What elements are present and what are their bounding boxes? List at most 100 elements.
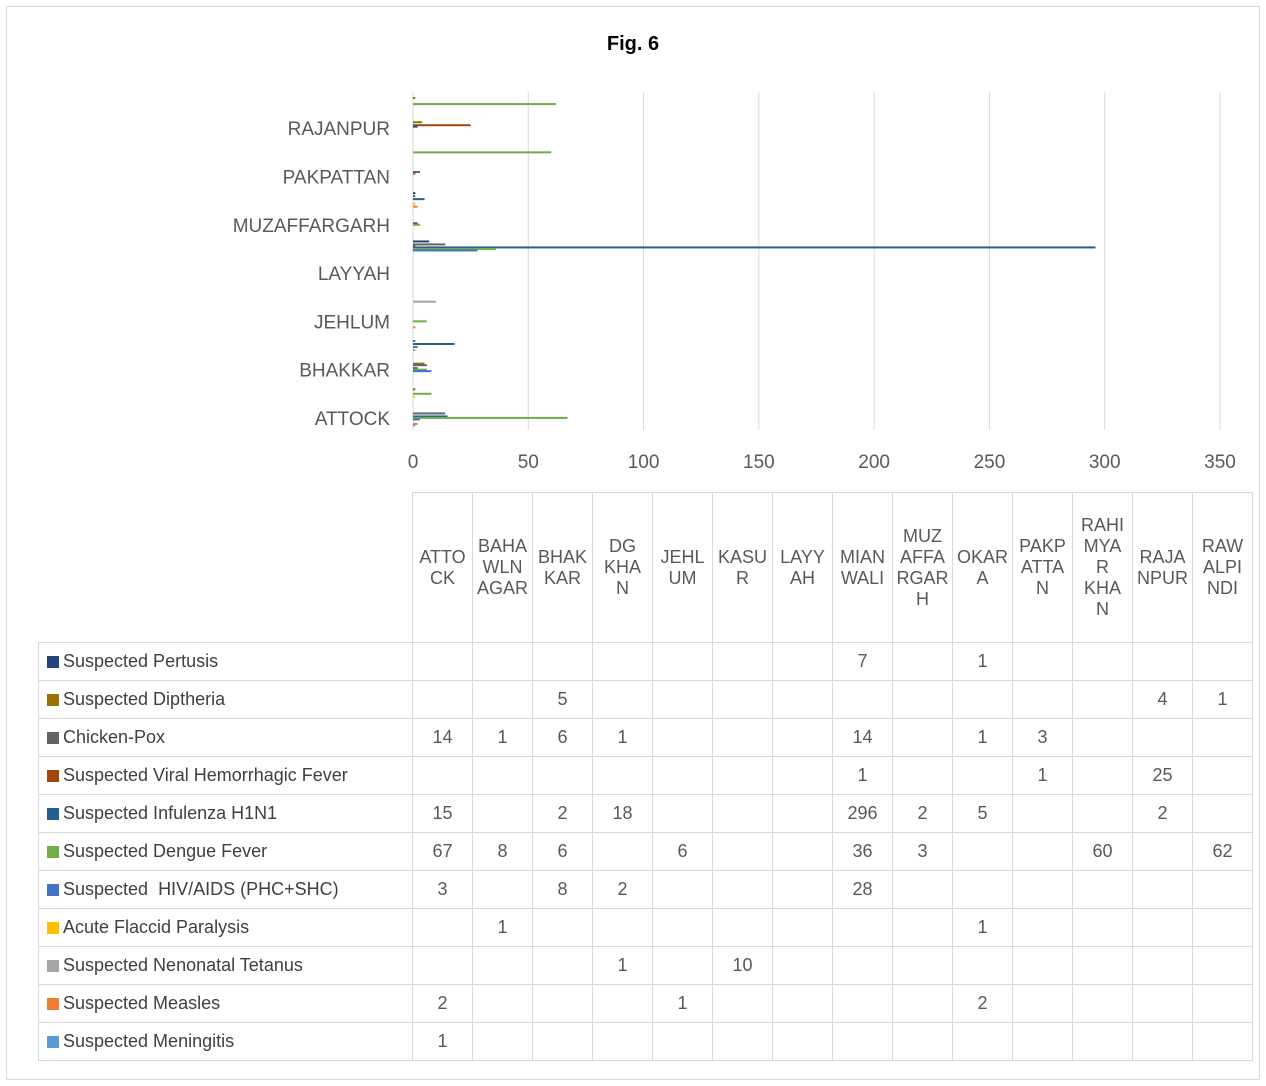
table-cell bbox=[472, 680, 533, 719]
table-cell bbox=[892, 908, 953, 947]
series-name: Suspected Infulenza H1N1 bbox=[63, 803, 278, 823]
table-cell: 10 bbox=[712, 946, 773, 985]
bar bbox=[413, 246, 1096, 249]
bar bbox=[413, 151, 552, 154]
table-cell bbox=[712, 832, 773, 871]
bar bbox=[413, 222, 418, 225]
table-row: Suspected HIV/AIDS (PHC+SHC) 3 8 2 28 bbox=[38, 870, 1253, 909]
table-cell bbox=[592, 1022, 653, 1061]
bar bbox=[413, 243, 446, 246]
table-column-header: OKAR A bbox=[952, 492, 1013, 643]
table-column-header-text: DG KHA N bbox=[603, 536, 641, 598]
table-cell bbox=[652, 756, 713, 795]
bar bbox=[413, 424, 416, 427]
table-column-header-text: MIAN WALI bbox=[840, 546, 885, 588]
legend-entry: Chicken-Pox bbox=[38, 718, 413, 757]
table-cell bbox=[652, 718, 713, 757]
legend-entry: Suspected Nenonatal Tetanus bbox=[38, 946, 413, 985]
x-tick-label: 200 bbox=[858, 452, 890, 473]
table-cell: 3 bbox=[412, 870, 473, 909]
table-cell: 15 bbox=[412, 794, 473, 833]
table-cell bbox=[952, 870, 1013, 909]
bar bbox=[413, 240, 430, 243]
bar bbox=[413, 418, 420, 421]
table-cell bbox=[592, 680, 653, 719]
table-cell bbox=[1072, 870, 1133, 909]
legend-entry: Suspected Pertusis bbox=[38, 642, 413, 681]
table-cell bbox=[1192, 1022, 1253, 1061]
bar bbox=[413, 247, 497, 250]
table-column-header: RAW ALPI NDI bbox=[1192, 492, 1253, 643]
bar bbox=[413, 202, 416, 205]
table-column-header-text: JEHL UM bbox=[660, 546, 705, 588]
table-cell bbox=[772, 680, 833, 719]
series-name: Suspected Dengue Fever bbox=[63, 841, 268, 861]
table-cell: 5 bbox=[532, 680, 593, 719]
table-cell bbox=[652, 908, 713, 947]
table-cell bbox=[592, 756, 653, 795]
table-cell bbox=[1192, 756, 1253, 795]
table-cell: 67 bbox=[412, 832, 473, 871]
table-cell: 2 bbox=[532, 794, 593, 833]
bar bbox=[413, 320, 427, 323]
table-cell bbox=[1192, 946, 1253, 985]
table-cell bbox=[1072, 680, 1133, 719]
table-cell: 6 bbox=[532, 832, 593, 871]
table-cell bbox=[1132, 1022, 1193, 1061]
table-cell bbox=[1072, 946, 1133, 985]
bar bbox=[413, 223, 420, 226]
table-cell bbox=[652, 1022, 713, 1061]
table-cell bbox=[1012, 832, 1073, 871]
legend-swatch bbox=[47, 846, 59, 858]
legend-swatch bbox=[47, 998, 59, 1010]
category-label: BHAKKAR bbox=[299, 361, 390, 382]
table-cell bbox=[772, 1022, 833, 1061]
table-cell bbox=[532, 1022, 593, 1061]
table-cell bbox=[1132, 718, 1193, 757]
table-row: Suspected Nenonatal Tetanus 1 10 bbox=[38, 946, 1253, 985]
table-column-header: RAHI MYA R KHA N bbox=[1072, 492, 1133, 643]
table-cell bbox=[1132, 946, 1193, 985]
table-cell: 3 bbox=[1012, 718, 1073, 757]
table-cell: 2 bbox=[952, 984, 1013, 1023]
bar bbox=[413, 125, 418, 128]
chart-frame bbox=[6, 6, 1260, 1080]
table-cell bbox=[652, 642, 713, 681]
table-cell bbox=[952, 1022, 1013, 1061]
legend-swatch bbox=[47, 1036, 59, 1048]
bar bbox=[413, 103, 556, 106]
table-column-header: RAJA NPUR bbox=[1132, 492, 1193, 643]
table-cell bbox=[652, 794, 713, 833]
table-cell bbox=[952, 946, 1013, 985]
bar bbox=[413, 412, 446, 415]
table-cell bbox=[592, 642, 653, 681]
table-cell bbox=[652, 870, 713, 909]
table-row: Suspected Dengue Fever 67 8 6 6 36 3 60 62 bbox=[38, 832, 1253, 871]
table-cell bbox=[832, 1022, 893, 1061]
table-cell bbox=[592, 832, 653, 871]
table-cell bbox=[772, 756, 833, 795]
bar bbox=[413, 416, 568, 419]
table-cell bbox=[772, 832, 833, 871]
table-cell bbox=[892, 642, 953, 681]
legend-entry: Suspected Infulenza H1N1 bbox=[38, 794, 413, 833]
table-cell bbox=[592, 908, 653, 947]
table-cell bbox=[1132, 642, 1193, 681]
table-cell bbox=[1072, 794, 1133, 833]
table-column-header: JEHL UM bbox=[652, 492, 713, 643]
table-cell bbox=[952, 756, 1013, 795]
table-cell bbox=[892, 984, 953, 1023]
table-cell: 3 bbox=[892, 832, 953, 871]
table-cell: 62 bbox=[1192, 832, 1253, 871]
table-cell bbox=[892, 946, 953, 985]
table-cell: 14 bbox=[832, 718, 893, 757]
table-cell bbox=[772, 908, 833, 947]
bar bbox=[413, 367, 418, 370]
table-cell: 14 bbox=[412, 718, 473, 757]
table-column-header: MIAN WALI bbox=[832, 492, 893, 643]
table-corner bbox=[38, 492, 413, 643]
table-cell bbox=[1012, 680, 1073, 719]
table-cell bbox=[1192, 718, 1253, 757]
table-cell bbox=[532, 756, 593, 795]
table-cell bbox=[472, 1022, 533, 1061]
